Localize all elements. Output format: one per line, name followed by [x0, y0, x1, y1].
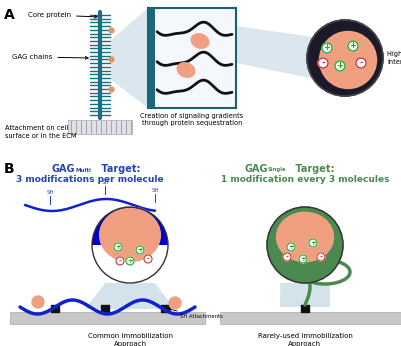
Circle shape	[318, 58, 328, 68]
Circle shape	[92, 207, 168, 283]
Text: GAG: GAG	[245, 164, 268, 174]
Text: 1 modification every 3 molecules: 1 modification every 3 molecules	[221, 175, 389, 184]
FancyBboxPatch shape	[148, 8, 155, 108]
Polygon shape	[85, 283, 175, 309]
Text: SH: SH	[151, 188, 159, 193]
Text: GAG: GAG	[51, 164, 75, 174]
FancyBboxPatch shape	[10, 312, 205, 324]
Circle shape	[126, 257, 134, 265]
Text: -: -	[321, 58, 325, 67]
Text: +: +	[288, 244, 294, 250]
Circle shape	[297, 244, 309, 256]
Text: Single: Single	[268, 167, 287, 173]
Ellipse shape	[277, 212, 334, 262]
Text: GAG chains: GAG chains	[12, 54, 88, 60]
Text: -: -	[359, 58, 363, 67]
Ellipse shape	[177, 63, 195, 77]
Circle shape	[299, 255, 307, 263]
Ellipse shape	[191, 34, 209, 48]
Text: -: -	[320, 254, 322, 260]
Circle shape	[283, 253, 291, 261]
Ellipse shape	[99, 208, 160, 262]
Text: A: A	[4, 8, 15, 22]
Polygon shape	[236, 26, 315, 79]
Text: SH: SH	[46, 190, 54, 195]
Circle shape	[322, 43, 332, 53]
Text: Target:: Target:	[98, 164, 140, 174]
Polygon shape	[111, 8, 148, 108]
Circle shape	[267, 207, 343, 283]
Text: B: B	[4, 162, 14, 176]
Text: SH Attachments: SH Attachments	[168, 308, 223, 319]
Polygon shape	[280, 283, 330, 307]
Circle shape	[335, 61, 345, 71]
Circle shape	[169, 297, 181, 309]
Text: -: -	[286, 254, 288, 260]
Text: SH: SH	[276, 260, 284, 265]
Circle shape	[309, 239, 317, 247]
Text: +: +	[300, 256, 306, 262]
Polygon shape	[92, 207, 168, 245]
Circle shape	[32, 296, 44, 308]
Text: Target:: Target:	[292, 164, 334, 174]
Text: 3 modifications per molecule: 3 modifications per molecule	[16, 175, 164, 184]
Text: +: +	[115, 244, 121, 250]
Text: Creation of signaling gradients
through protein sequestration: Creation of signaling gradients through …	[140, 113, 244, 127]
Text: +: +	[350, 42, 356, 51]
Text: +: +	[324, 44, 330, 53]
Text: SH: SH	[101, 180, 109, 185]
Text: Multi: Multi	[75, 167, 91, 173]
Ellipse shape	[320, 31, 377, 89]
Circle shape	[317, 253, 325, 261]
Circle shape	[136, 246, 144, 254]
Circle shape	[287, 243, 295, 251]
Circle shape	[116, 257, 124, 265]
Text: -: -	[146, 256, 150, 262]
FancyBboxPatch shape	[148, 8, 236, 108]
Text: High-affinity electrostatic
interactions: High-affinity electrostatic interactions	[387, 51, 401, 65]
Text: Core protein: Core protein	[28, 12, 97, 18]
Text: Rarely-used Immobilization
Approach: Rarely-used Immobilization Approach	[257, 333, 352, 346]
Text: -: -	[119, 258, 122, 264]
Text: Common Immobilization
Approach: Common Immobilization Approach	[87, 333, 172, 346]
Circle shape	[144, 255, 152, 263]
Circle shape	[114, 243, 122, 251]
Text: +: +	[127, 258, 133, 264]
FancyBboxPatch shape	[220, 312, 401, 324]
Circle shape	[348, 41, 358, 51]
Text: +: +	[336, 62, 344, 71]
Text: Attachment on cell
surface or in the ECM: Attachment on cell surface or in the ECM	[5, 125, 77, 138]
Circle shape	[307, 20, 383, 96]
Text: +: +	[310, 240, 316, 246]
Circle shape	[356, 58, 366, 68]
FancyBboxPatch shape	[68, 120, 132, 134]
Text: +: +	[137, 247, 143, 253]
